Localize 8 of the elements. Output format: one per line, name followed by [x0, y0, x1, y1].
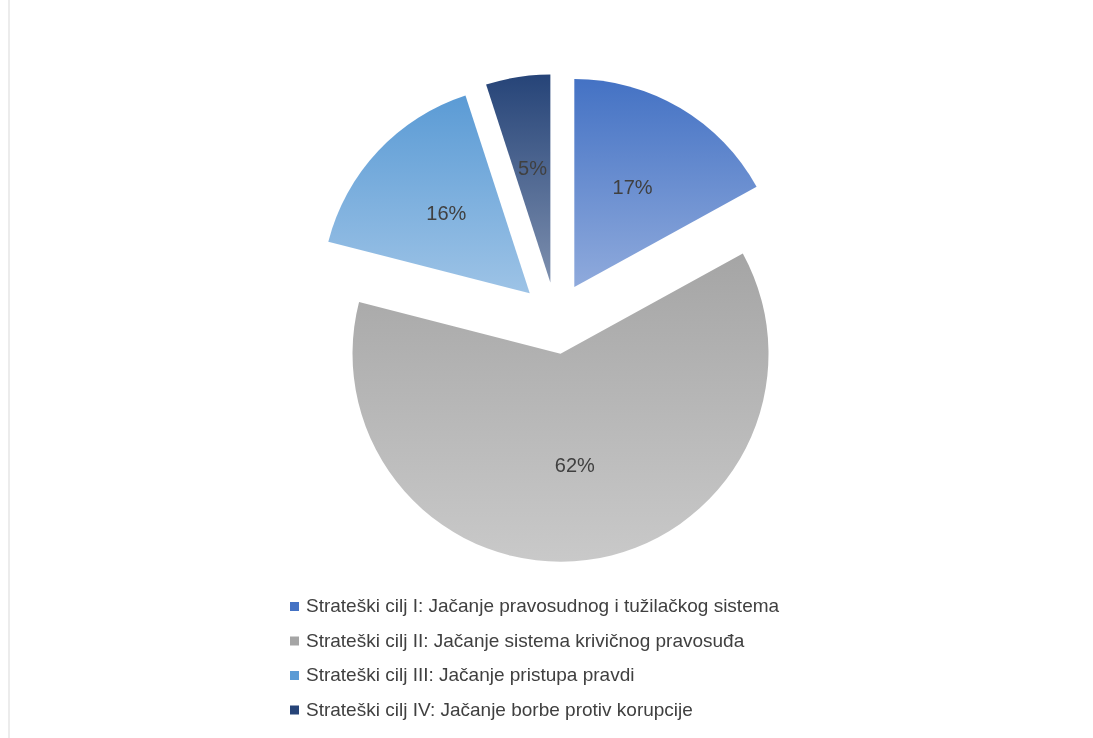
data-label: 17%	[612, 175, 653, 198]
legend-label: Strateški cilj IV: Jačanje borbe protiv korupcije	[306, 698, 693, 720]
legend-label: Strateški cilj I: Jačanje pravosudnog i tužilačkog sistema	[306, 595, 780, 617]
data-label: 5%	[518, 156, 548, 179]
data-label: 16%	[426, 202, 467, 225]
legend-label: Strateški cilj II: Jačanje sistema krivičnog pravosuđa	[306, 629, 745, 651]
data-label: 62%	[554, 454, 596, 477]
legend-label: Strateški cilj III: Jačanje pristupa pravdi	[306, 664, 635, 686]
